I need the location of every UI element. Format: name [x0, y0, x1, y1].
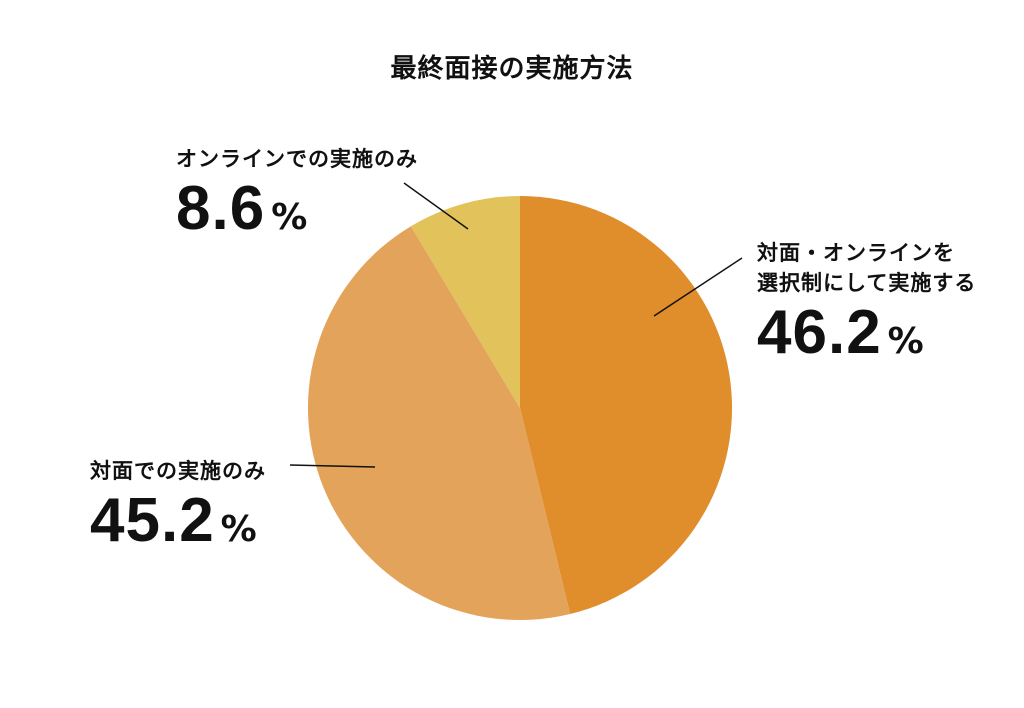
leader-line	[403, 182, 469, 230]
slice-value-unit: %	[271, 197, 308, 238]
slice-name-line: 選択制にして実施する	[757, 271, 977, 295]
slice-value-unit: %	[887, 321, 924, 362]
slice-value-number: 45.2	[90, 486, 215, 555]
slice-onsite-only	[307, 226, 571, 621]
slice-value-label: 8.6%	[176, 178, 418, 240]
slice-label-onsite-only: 対面での実施のみ 45.2%	[90, 456, 266, 552]
leader-line	[653, 257, 743, 317]
leader-line	[289, 464, 376, 468]
slice-value-label: 45.2%	[90, 490, 266, 552]
slice-name-line: 対面・オンラインを	[757, 241, 955, 265]
slice-value-number: 8.6	[176, 174, 266, 243]
slice-value-number: 46.2	[757, 298, 882, 367]
chart-title: 最終面接の実施方法	[390, 54, 634, 84]
slice-label-online-only: オンラインでの実施のみ 8.6%	[176, 144, 418, 240]
slice-label-onsite-or-online: 対面・オンラインを 選択制にして実施する 46.2%	[757, 238, 976, 364]
slice-name-line: オンラインでの実施のみ	[176, 147, 418, 171]
slice-value-unit: %	[220, 509, 257, 550]
slice-name-line: 対面での実施のみ	[90, 459, 266, 483]
slice-onsite-or-online	[520, 196, 733, 614]
slice-online-only	[410, 196, 520, 408]
slice-value-label: 46.2%	[757, 302, 976, 364]
